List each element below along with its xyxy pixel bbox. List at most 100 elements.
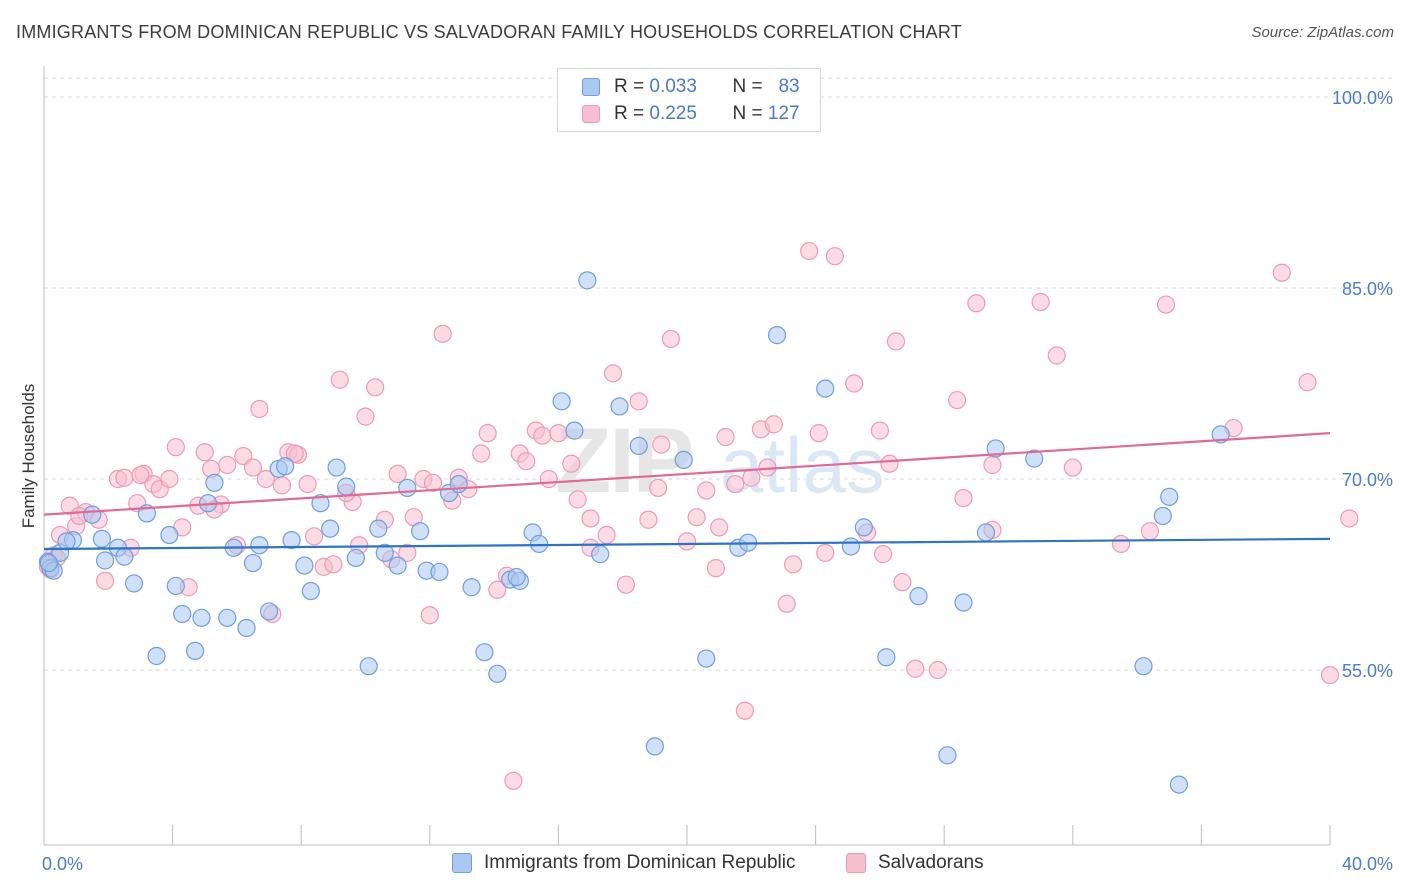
data-point — [237, 618, 256, 638]
data-point — [192, 608, 211, 627]
data-point — [886, 332, 906, 351]
data-point — [173, 604, 192, 624]
data-point — [115, 547, 134, 566]
data-point — [549, 424, 568, 443]
data-point — [1298, 373, 1317, 392]
data-point — [218, 455, 237, 475]
data-point — [504, 771, 523, 790]
data-point — [928, 660, 947, 680]
legend-label: Immigrants from Dominican Republic — [484, 852, 796, 873]
data-point — [687, 508, 706, 527]
data-point — [809, 424, 828, 443]
data-point — [874, 545, 893, 564]
data-point — [324, 555, 343, 574]
data-point — [1160, 487, 1179, 506]
data-point — [1340, 509, 1359, 528]
data-point — [816, 543, 835, 562]
data-point — [954, 593, 973, 612]
data-point — [877, 648, 896, 667]
data-point — [1169, 775, 1188, 794]
legend-item-salvadorans: Salvadorans — [846, 852, 984, 874]
data-point — [95, 571, 115, 590]
legend-item-dominican: Immigrants from Dominican Republic — [452, 852, 796, 874]
y-tick-labels: 55.0% 70.0% 85.0% 100.0% — [1332, 88, 1393, 681]
y-tick-label: 100.0% — [1332, 88, 1393, 108]
y-tick-label: 70.0% — [1342, 470, 1393, 490]
watermark-atlas: atlas — [720, 421, 885, 509]
x-tick-labels: 0.0% 40.0% — [42, 854, 1393, 874]
data-point — [976, 523, 996, 542]
data-point — [938, 746, 957, 765]
stats-row-salvadorans: R = 0.225 N = 127 — [582, 102, 800, 126]
data-point — [115, 468, 134, 487]
data-point — [578, 271, 597, 290]
y-tick-label: 55.0% — [1342, 661, 1393, 681]
data-point — [629, 392, 648, 411]
data-point — [677, 532, 697, 551]
data-point — [603, 364, 623, 383]
data-point — [160, 525, 179, 545]
data-point — [597, 525, 616, 545]
data-point — [648, 478, 668, 498]
data-point — [420, 606, 439, 625]
y-tick-label: 85.0% — [1342, 279, 1393, 299]
data-point — [250, 399, 269, 419]
data-point — [767, 326, 787, 345]
data-point — [1140, 522, 1160, 541]
data-point — [777, 594, 796, 613]
data-point — [530, 534, 549, 554]
data-point — [39, 553, 58, 573]
data-point — [131, 466, 150, 485]
data-point — [243, 553, 263, 573]
legend-label: Salvadorans — [878, 852, 984, 873]
data-point — [124, 574, 144, 593]
data-point — [552, 392, 571, 411]
data-point — [388, 464, 407, 484]
data-point — [462, 578, 481, 597]
data-point — [250, 536, 269, 555]
data-point — [298, 474, 317, 494]
data-point — [825, 247, 844, 266]
data-point — [295, 556, 314, 575]
data-point — [639, 510, 658, 529]
stats-row-dominican: R = 0.033 N = 83 — [582, 75, 800, 99]
data-point — [433, 324, 452, 343]
data-point — [359, 657, 378, 676]
data-point — [411, 522, 430, 541]
data-point — [398, 543, 417, 562]
axes — [43, 66, 1331, 846]
data-point — [906, 659, 925, 678]
data-point — [697, 481, 716, 500]
data-point — [983, 455, 1002, 475]
data-point — [259, 602, 279, 621]
data-point — [880, 454, 899, 473]
data-point — [986, 439, 1005, 458]
data-point — [816, 379, 835, 398]
data-point — [1156, 295, 1176, 314]
data-point — [369, 519, 388, 538]
data-point — [1025, 449, 1044, 468]
data-point — [346, 548, 365, 568]
pink-swatch — [582, 105, 600, 123]
data-point — [449, 474, 468, 494]
data-point — [388, 556, 407, 575]
gridlines — [44, 77, 1392, 671]
data-point — [304, 527, 324, 546]
data-point — [697, 649, 716, 668]
data-point — [845, 374, 864, 393]
data-point — [285, 444, 304, 463]
data-point — [870, 421, 890, 440]
data-point — [800, 241, 819, 261]
data-point — [652, 435, 671, 454]
data-point — [764, 415, 783, 434]
data-point — [327, 458, 346, 477]
chart-title: IMMIGRANTS FROM DOMINICAN REPUBLIC VS SA… — [16, 22, 962, 42]
data-point — [565, 421, 584, 440]
salvadorans-trendline — [43, 432, 1331, 516]
data-point — [330, 370, 349, 389]
data-point — [783, 555, 803, 574]
r-value: 0.225 — [649, 103, 697, 124]
n-value: 127 — [767, 103, 800, 124]
data-point — [166, 438, 185, 457]
data-point — [893, 573, 912, 592]
